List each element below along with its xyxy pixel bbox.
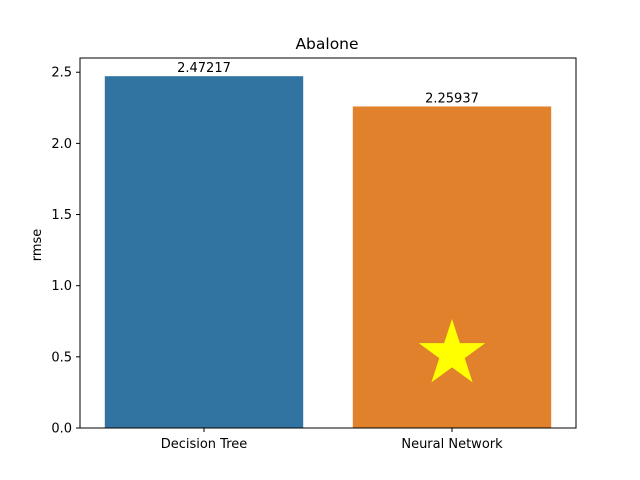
plot-frame xyxy=(79,57,577,429)
data-label: 2.47217 xyxy=(177,61,231,76)
x-tick-label: Decision Tree xyxy=(161,437,248,452)
x-tick-label: Neural Network xyxy=(401,437,503,452)
y-tick-label: 1.0 xyxy=(51,279,72,294)
star-icon xyxy=(418,319,486,383)
y-tick-label: 0.5 xyxy=(51,350,72,365)
bar-neural-network xyxy=(352,106,552,428)
y-axis-label: rmse xyxy=(30,229,45,262)
chart-title: Abalone xyxy=(295,35,358,53)
bar-decision-tree xyxy=(104,76,304,428)
y-tick-label: 0.0 xyxy=(51,422,72,437)
data-label: 2.25937 xyxy=(425,91,479,106)
y-tick-label: 1.5 xyxy=(51,208,72,223)
y-tick-label: 2.5 xyxy=(51,66,72,81)
y-tick-label: 2.0 xyxy=(51,137,72,152)
